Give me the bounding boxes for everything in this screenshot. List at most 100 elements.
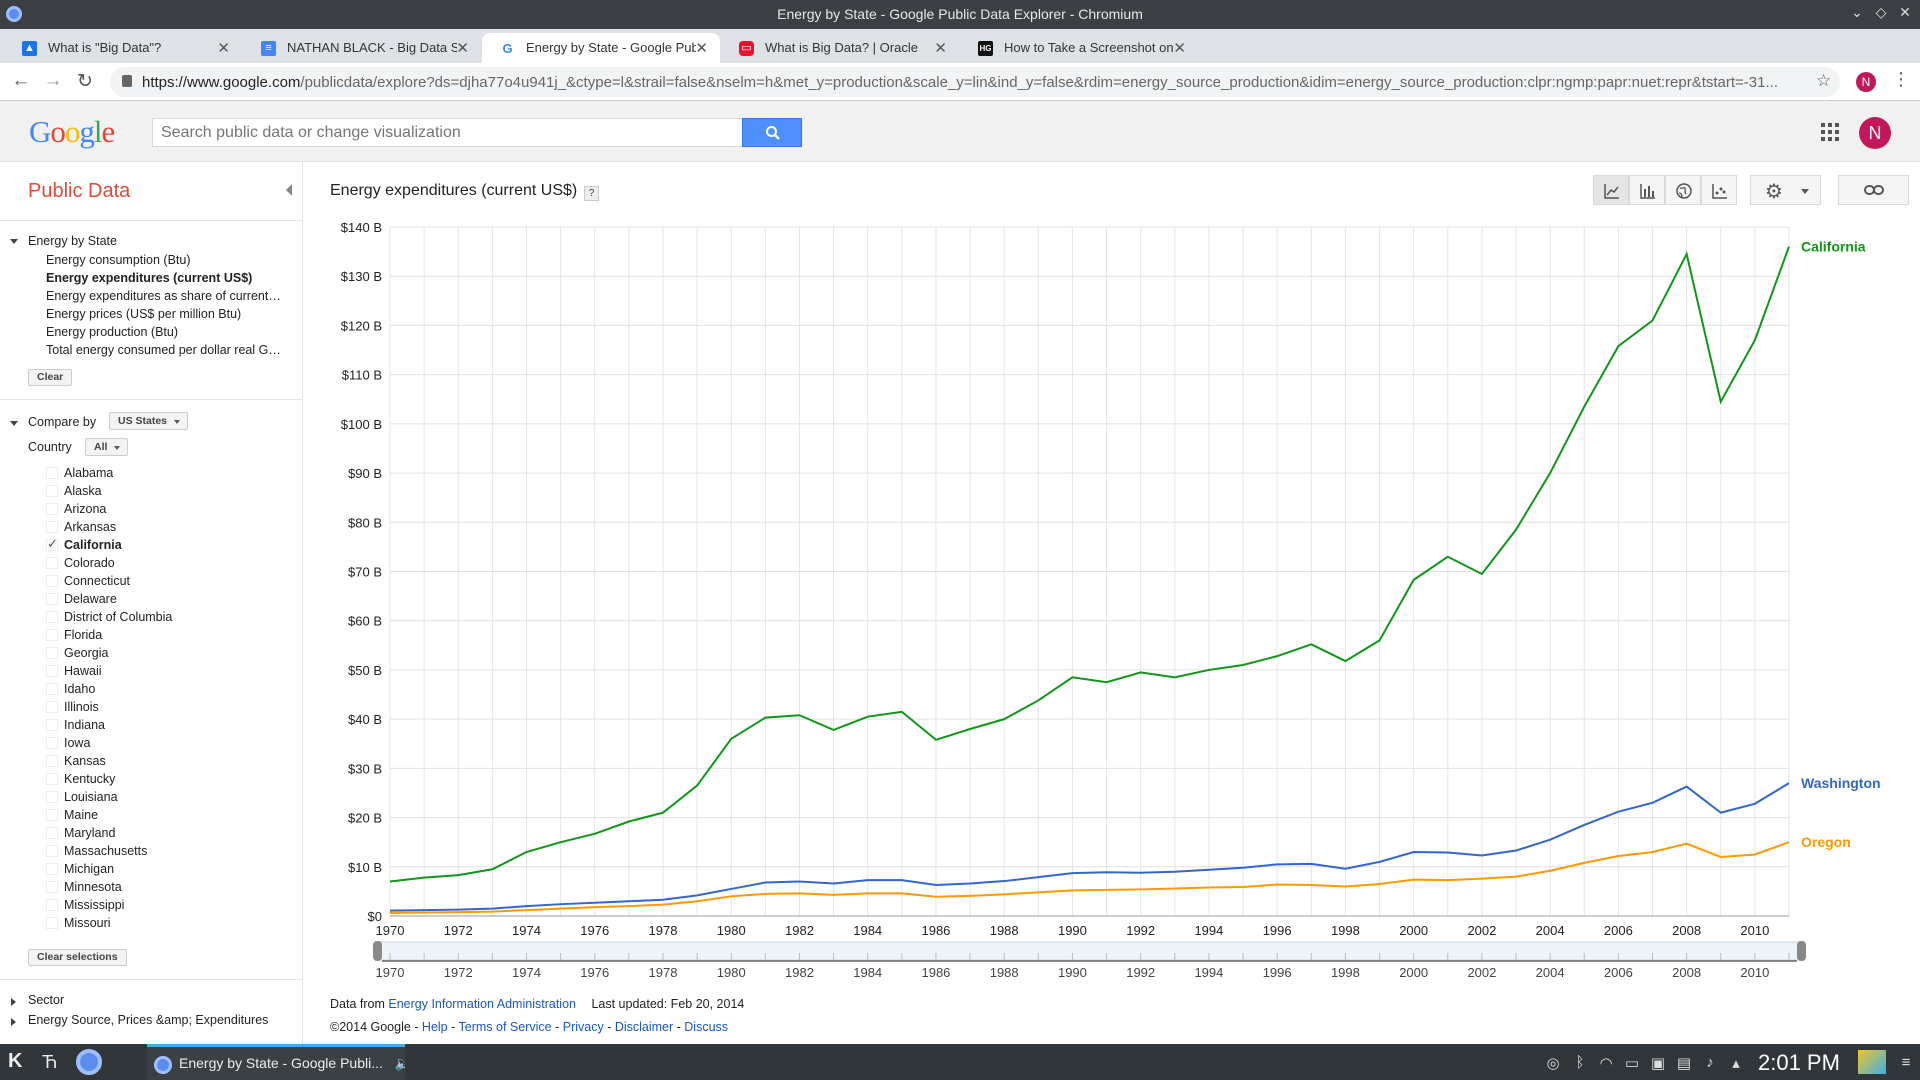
tray-expand-icon[interactable]: ▴ — [1732, 1055, 1740, 1072]
bookmark-star-icon[interactable]: ☆ — [1816, 71, 1832, 90]
forward-icon[interactable]: → — [43, 70, 63, 91]
tab-close-icon[interactable]: ✕ — [456, 40, 469, 57]
terms-link[interactable]: Terms of Service — [458, 1020, 552, 1034]
help-icon[interactable]: ? — [584, 186, 599, 201]
state-checkbox[interactable] — [46, 629, 58, 641]
metric-item[interactable]: Energy expenditures (current US$) — [46, 271, 253, 285]
tab-close-icon[interactable]: ✕ — [934, 40, 947, 57]
collapse-sidebar-icon[interactable] — [286, 184, 292, 196]
minimize-icon[interactable]: ⌄ — [1851, 4, 1863, 20]
apps-grid-icon[interactable] — [1820, 122, 1840, 142]
disclaimer-link[interactable]: Disclaimer — [614, 1020, 674, 1034]
expand-sector-icon[interactable] — [11, 998, 16, 1006]
state-checkbox[interactable] — [46, 773, 58, 785]
series-line-oregon[interactable] — [389, 841, 1790, 915]
browser-tab-5[interactable]: HG How to Take a Screenshot on ✕ — [960, 33, 1198, 63]
timeline-handle-start[interactable] — [373, 941, 382, 961]
series-line-california[interactable] — [389, 246, 1790, 883]
volume-icon[interactable]: ♪ — [1706, 1054, 1714, 1071]
chromium-launcher-icon[interactable] — [76, 1049, 102, 1075]
series-label-oregon[interactable]: Oregon — [1801, 834, 1851, 850]
task-chromium[interactable]: Energy by State - Google Publi... 🔈 — [147, 1044, 405, 1080]
state-checkbox[interactable] — [46, 557, 58, 569]
battery-icon[interactable]: ▭ — [1624, 1055, 1640, 1072]
file-manager-icon[interactable]: Ћ — [42, 1052, 58, 1072]
browser-tab-1[interactable]: ▲ What is "Big Data"? ✕ — [4, 33, 242, 63]
state-checkbox[interactable] — [46, 809, 58, 821]
public-data-title[interactable]: Public Data — [28, 180, 131, 202]
energy-source-filter[interactable]: Energy Source, Prices &amp; Expenditures — [28, 1013, 269, 1027]
dataset-title[interactable]: Energy by State — [28, 234, 117, 248]
line-chart-button[interactable] — [1593, 175, 1629, 205]
state-checkbox[interactable] — [46, 917, 58, 929]
metric-item[interactable]: Total energy consumed per dollar real GD… — [46, 343, 281, 357]
maximize-icon[interactable]: ◇ — [1875, 4, 1887, 20]
bar-chart-button[interactable] — [1629, 175, 1665, 205]
help-link[interactable]: Help — [421, 1020, 448, 1034]
tab-close-icon[interactable]: ✕ — [217, 40, 230, 57]
url-text[interactable]: https://www.google.com/publicdata/explor… — [142, 74, 1778, 91]
expand-dataset-icon[interactable] — [10, 239, 18, 244]
browser-tab-2[interactable]: ≡ NATHAN BLACK - Big Data Stu ✕ — [243, 33, 481, 63]
state-checkbox[interactable] — [46, 467, 58, 479]
state-checkbox[interactable] — [46, 521, 58, 533]
series-label-california[interactable]: California — [1801, 239, 1866, 255]
tab-close-icon[interactable]: ✕ — [1173, 40, 1186, 57]
timeline-handle-end[interactable] — [1797, 941, 1806, 961]
state-checkbox[interactable] — [46, 791, 58, 803]
account-avatar[interactable]: N — [1859, 117, 1891, 149]
lock-screen-icon[interactable]: ▣ — [1650, 1055, 1666, 1072]
scatter-chart-button[interactable] — [1701, 175, 1737, 205]
state-checkbox[interactable] — [46, 719, 58, 731]
expand-compare-icon[interactable] — [10, 421, 18, 426]
close-window-icon[interactable]: ✕ — [1899, 4, 1911, 20]
discuss-link[interactable]: Discuss — [684, 1020, 729, 1034]
state-checkbox[interactable] — [46, 737, 58, 749]
country-filter-dropdown[interactable]: All — [85, 438, 129, 456]
state-checkbox[interactable] — [46, 863, 58, 875]
metric-item[interactable]: Energy prices (US$ per million Btu) — [46, 307, 242, 321]
series-line-washington[interactable] — [389, 782, 1790, 912]
privacy-link[interactable]: Privacy — [562, 1020, 604, 1034]
state-checkbox[interactable] — [46, 845, 58, 857]
profile-avatar[interactable]: N — [1856, 72, 1876, 92]
clear-selections-button[interactable]: Clear selections — [28, 949, 127, 966]
browser-menu-icon[interactable]: ⋮ — [1892, 69, 1910, 89]
panel-menu-icon[interactable]: ≡ — [1901, 1054, 1911, 1071]
reload-icon[interactable]: ↻ — [77, 71, 93, 92]
state-checkbox[interactable] — [46, 503, 58, 515]
wifi-icon[interactable]: ◠ — [1599, 1055, 1613, 1072]
line-chart[interactable]: $0 $10 B $20 B $30 B $40 B $50 B $60 B $70 B $80… — [320, 215, 1920, 995]
clock[interactable]: 2:01 PM — [1758, 1050, 1840, 1075]
series-label-washington[interactable]: Washington — [1801, 775, 1881, 791]
google-logo[interactable]: Google — [29, 114, 115, 149]
clipboard-icon[interactable]: ▤ — [1676, 1055, 1692, 1072]
state-checkbox[interactable] — [46, 665, 58, 677]
settings-button[interactable]: ⚙ — [1750, 175, 1821, 205]
metric-item[interactable]: Energy expenditures as share of current-… — [46, 289, 281, 303]
state-checkbox[interactable] — [46, 593, 58, 605]
data-source-link[interactable]: Energy Information Administration — [388, 997, 576, 1011]
metric-item[interactable]: Energy consumption (Btu) — [46, 253, 191, 267]
updates-icon[interactable]: ◎ — [1546, 1055, 1560, 1072]
kde-menu-icon[interactable]: K — [8, 1050, 23, 1072]
tab-close-icon[interactable]: ✕ — [695, 40, 708, 57]
back-icon[interactable]: ← — [11, 70, 31, 91]
expand-energy-source-icon[interactable] — [11, 1018, 16, 1026]
state-checkbox[interactable] — [46, 881, 58, 893]
url-omnibox[interactable]: https://www.google.com/publicdata/explor… — [110, 67, 1840, 97]
state-checkbox[interactable] — [46, 755, 58, 767]
desktop-preview-icon[interactable] — [1858, 1050, 1886, 1074]
state-checkbox[interactable] — [46, 485, 58, 497]
map-chart-button[interactable] — [1665, 175, 1701, 205]
browser-tab-4[interactable]: ▭ What is Big Data? | Oracle ✕ — [721, 33, 959, 63]
state-checkbox[interactable] — [46, 647, 58, 659]
clear-metric-button[interactable]: Clear — [28, 369, 73, 386]
link-button[interactable] — [1838, 175, 1909, 205]
state-checkbox[interactable] — [46, 683, 58, 695]
search-input[interactable] — [152, 118, 743, 147]
state-checkbox[interactable] — [46, 899, 58, 911]
browser-tab-3[interactable]: G Energy by State - Google Pub ✕ — [482, 33, 720, 63]
state-checkbox[interactable] — [46, 611, 58, 623]
compare-by-dropdown[interactable]: US States — [109, 412, 189, 430]
